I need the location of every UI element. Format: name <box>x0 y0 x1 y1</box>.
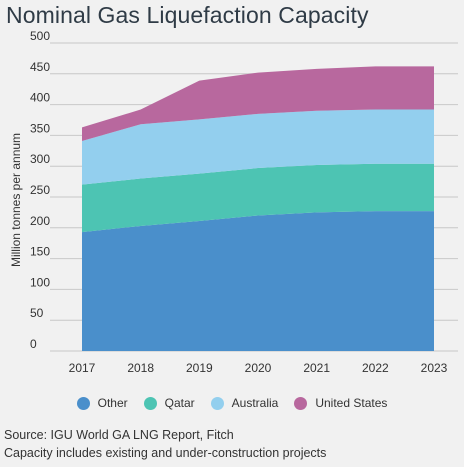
legend-item: United States <box>294 396 387 410</box>
footnote-line: Capacity includes existing and under-con… <box>4 446 327 460</box>
legend-label: Qatar <box>164 396 195 410</box>
x-tick-label: 2022 <box>362 361 389 375</box>
legend-item: Qatar <box>143 396 195 410</box>
x-axis-ticks: 2017 2018 2019 2020 2021 2022 2023 <box>69 361 448 375</box>
y-tick-label: 450 <box>30 60 50 74</box>
legend-item: Australia <box>210 396 279 410</box>
legend-label: Australia <box>231 396 279 410</box>
source-line: Source: IGU World GA LNG Report, Fitch <box>4 428 234 442</box>
legend: Other Qatar Australia United States <box>0 396 464 410</box>
y-tick-label: 200 <box>30 214 50 228</box>
y-tick-label: 400 <box>30 91 50 105</box>
legend-swatch <box>210 396 224 410</box>
y-tick-label: 500 <box>30 29 50 43</box>
x-tick-label: 2020 <box>245 361 272 375</box>
area-united-states <box>82 66 434 141</box>
x-tick-label: 2021 <box>303 361 330 375</box>
y-axis-ticks: 0 50 100 150 200 250 300 350 400 450 500 <box>30 29 50 351</box>
area-australia <box>82 109 434 185</box>
legend-item: Other <box>76 396 128 410</box>
x-tick-label: 2018 <box>127 361 154 375</box>
x-tick-label: 2023 <box>421 361 448 375</box>
y-tick-label: 150 <box>30 245 50 259</box>
legend-label: Other <box>97 396 128 410</box>
y-tick-label: 0 <box>30 337 37 351</box>
legend-swatch <box>76 396 90 410</box>
legend-swatch <box>294 396 308 410</box>
area-series <box>82 66 434 351</box>
y-tick-label: 50 <box>30 306 44 320</box>
y-tick-label: 300 <box>30 152 50 166</box>
area-qatar <box>82 163 434 233</box>
y-tick-label: 250 <box>30 183 50 197</box>
source-note: Source: IGU World GA LNG Report, Fitch C… <box>4 426 326 462</box>
y-tick-label: 100 <box>30 275 50 289</box>
legend-swatch <box>143 396 157 410</box>
legend-label: United States <box>315 396 388 410</box>
chart-title: Nominal Gas Liquefaction Capacity <box>6 2 369 28</box>
y-axis-label: Million tonnes per annum <box>9 133 23 267</box>
x-tick-label: 2019 <box>186 361 213 375</box>
x-tick-label: 2017 <box>69 361 96 375</box>
area-other <box>82 211 434 351</box>
y-tick-label: 350 <box>30 121 50 135</box>
